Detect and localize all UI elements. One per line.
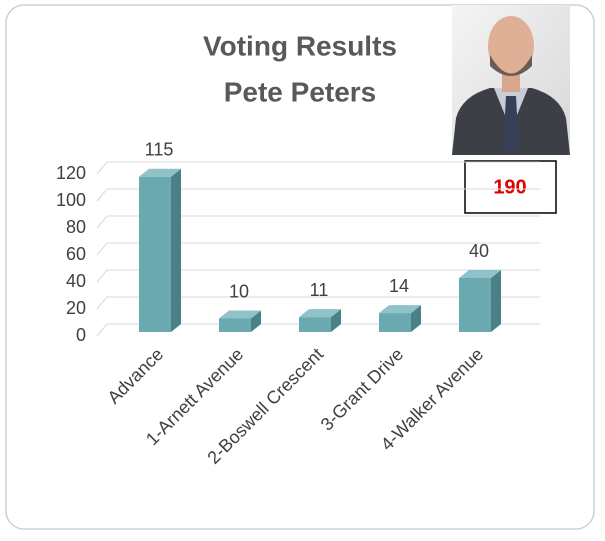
bar-side bbox=[331, 309, 341, 332]
bar bbox=[459, 270, 501, 332]
bar-front bbox=[219, 318, 251, 332]
bar bbox=[219, 310, 261, 332]
y-tick-label: 80 bbox=[66, 217, 86, 237]
grid-line bbox=[96, 242, 540, 256]
y-tick-label: 40 bbox=[66, 271, 86, 291]
bar-top bbox=[299, 309, 341, 318]
bar-front bbox=[299, 317, 331, 332]
y-tick-label: 120 bbox=[56, 163, 86, 183]
bar-top bbox=[379, 305, 421, 314]
bar-side bbox=[491, 270, 501, 332]
data-label: 40 bbox=[469, 241, 489, 261]
y-tick-label: 100 bbox=[56, 190, 86, 210]
data-label: 10 bbox=[229, 281, 249, 301]
bar-top bbox=[139, 168, 181, 177]
bar-side bbox=[411, 305, 421, 332]
bar-side bbox=[171, 168, 181, 332]
y-tick-label: 0 bbox=[76, 325, 86, 345]
chart-title: Voting Results bbox=[203, 30, 397, 61]
grid-line bbox=[96, 269, 540, 283]
photo bbox=[452, 5, 570, 155]
bar bbox=[379, 305, 421, 332]
bar-front bbox=[139, 176, 171, 332]
bar-top bbox=[219, 310, 261, 319]
data-label: 115 bbox=[145, 140, 174, 160]
chart-subtitle: Pete Peters bbox=[224, 76, 377, 107]
data-label: 11 bbox=[310, 280, 329, 300]
card bbox=[5, 4, 595, 530]
bar-front bbox=[379, 313, 411, 332]
bar-top bbox=[459, 270, 501, 278]
bar bbox=[299, 309, 341, 332]
bar bbox=[139, 168, 181, 332]
y-tick-label: 60 bbox=[66, 244, 86, 264]
bar-front bbox=[459, 278, 491, 332]
bar-side bbox=[251, 310, 261, 332]
data-label: 14 bbox=[389, 276, 409, 296]
grid-line bbox=[96, 296, 540, 310]
total-value: 190 bbox=[493, 176, 526, 198]
y-tick-label: 20 bbox=[66, 298, 86, 318]
grid-line bbox=[96, 215, 540, 229]
total-box bbox=[464, 160, 557, 214]
grid-line bbox=[96, 188, 540, 202]
grid-line bbox=[96, 161, 540, 175]
